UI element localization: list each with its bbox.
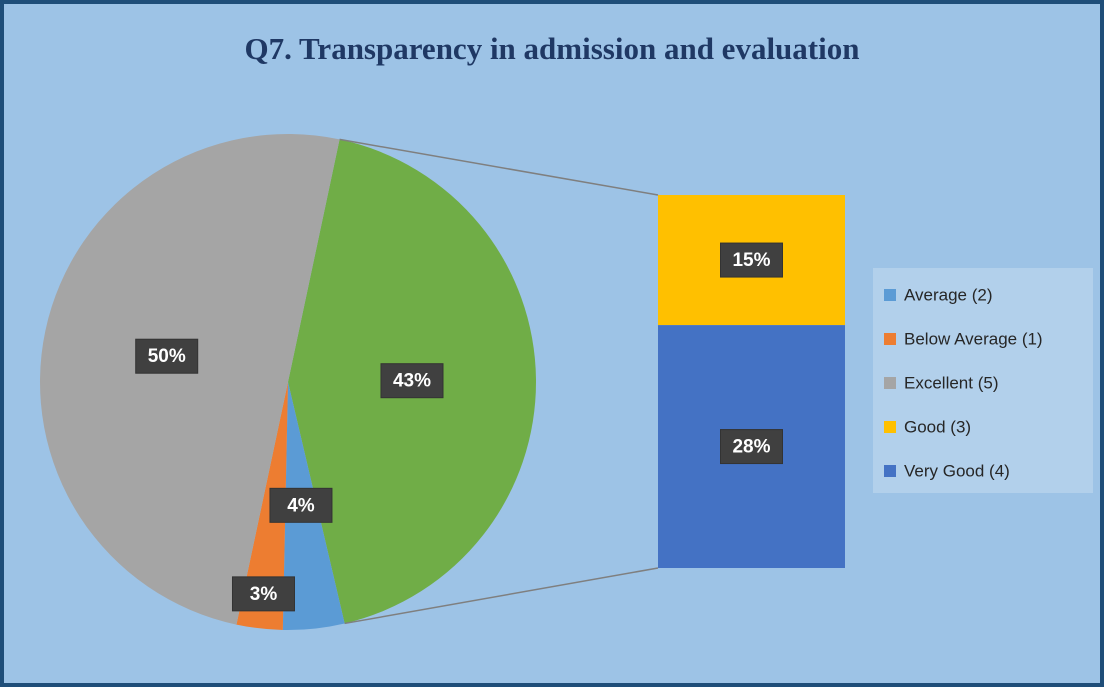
data-label: 28%	[732, 437, 770, 458]
legend-swatch	[884, 421, 896, 433]
legend-label: Below Average (1)	[904, 329, 1043, 348]
label-box	[135, 338, 199, 374]
label-box	[231, 576, 295, 612]
legend-label: Very Good (4)	[904, 461, 1010, 480]
data-label: 4%	[287, 495, 315, 516]
legend-swatch	[884, 333, 896, 345]
legend-box	[873, 268, 1093, 493]
label-box	[720, 429, 783, 465]
data-label: 3%	[250, 584, 278, 605]
legend-swatch	[884, 289, 896, 301]
data-label: 15%	[732, 250, 770, 271]
legend-label: Good (3)	[904, 417, 971, 436]
pie-slice	[40, 133, 340, 625]
legend-label: Average (2)	[904, 285, 993, 304]
data-label: 50%	[148, 346, 186, 367]
legend-label: Excellent (5)	[904, 373, 998, 392]
label-box	[720, 242, 783, 278]
chart-title: Q7. Transparency in admission and evalua…	[245, 31, 860, 66]
legend-swatch	[884, 377, 896, 389]
pie-slice	[236, 382, 288, 630]
label-box	[380, 363, 444, 399]
label-box	[269, 487, 333, 523]
data-label: 43%	[393, 371, 431, 392]
connector	[339, 138, 659, 196]
connector	[344, 567, 659, 625]
legend-swatch	[884, 465, 896, 477]
